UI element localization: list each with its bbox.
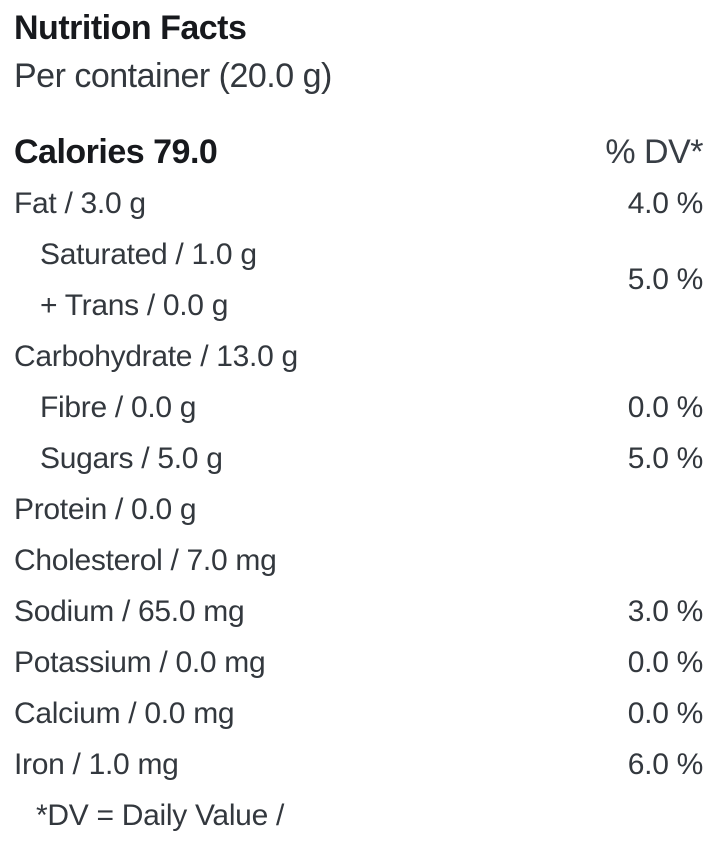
- nutrient-dv-saturated-trans: 5.0 %: [627, 263, 704, 296]
- nutrient-label-trans: + Trans / 0.0 g: [40, 289, 229, 322]
- nutrient-row-cholesterol: Cholesterol / 7.0 mg: [14, 535, 703, 586]
- nutrient-label: Cholesterol / 7.0 mg: [14, 543, 277, 577]
- nutrient-dv: 0.0 %: [627, 645, 704, 679]
- nutrient-dv: 3.0 %: [627, 594, 704, 628]
- nutrient-label: Sodium / 65.0 mg: [14, 594, 245, 628]
- nutrient-row-potassium: Potassium / 0.0 mg 0.0 %: [14, 637, 703, 688]
- calories-value: Calories 79.0: [14, 133, 218, 171]
- nutrient-label: Fat / 3.0 g: [14, 186, 146, 220]
- nutrient-row-carbohydrate: Carbohydrate / 13.0 g: [14, 331, 703, 382]
- nutrient-dv: 5.0 %: [627, 441, 704, 475]
- nutrient-dv: 6.0 %: [627, 747, 704, 781]
- nutrient-label: Iron / 1.0 mg: [14, 747, 179, 781]
- nutrient-group-saturated-trans: Saturated / 1.0 g + Trans / 0.0 g 5.0 %: [14, 229, 703, 331]
- nutrient-label: Potassium / 0.0 mg: [14, 645, 266, 679]
- dv-column-header: % DV*: [605, 133, 703, 171]
- dv-footnote: *DV = Daily Value /: [36, 799, 285, 832]
- header-spacer: [14, 104, 703, 127]
- nutrient-dv: 4.0 %: [627, 186, 704, 220]
- nutrient-label: Calcium / 0.0 mg: [14, 696, 235, 730]
- nutrient-group-labels: Saturated / 1.0 g + Trans / 0.0 g: [14, 229, 257, 331]
- nutrient-label: Carbohydrate / 13.0 g: [14, 339, 298, 373]
- nutrient-row-calcium: Calcium / 0.0 mg 0.0 %: [14, 688, 703, 739]
- nutrient-dv: 0.0 %: [627, 390, 704, 424]
- calories-header-row: Calories 79.0 % DV*: [14, 127, 703, 178]
- nutrient-label: Sugars / 5.0 g: [40, 441, 223, 475]
- nutrient-row-sugars: Sugars / 5.0 g 5.0 %: [14, 433, 703, 484]
- nutrient-row-protein: Protein / 0.0 g: [14, 484, 703, 535]
- serving-size-text: Per container (20.0 g): [14, 57, 332, 95]
- nutrient-row-fibre: Fibre / 0.0 g 0.0 %: [14, 382, 703, 433]
- nutrition-facts-title: Nutrition Facts: [14, 9, 247, 47]
- nutrient-row-iron: Iron / 1.0 mg 6.0 %: [14, 739, 703, 790]
- nutrient-label: Fibre / 0.0 g: [40, 390, 197, 424]
- nutrient-row-sodium: Sodium / 65.0 mg 3.0 %: [14, 586, 703, 637]
- nutrient-row-fat: Fat / 3.0 g 4.0 %: [14, 178, 703, 229]
- nutrient-label: Protein / 0.0 g: [14, 492, 197, 526]
- nutrient-dv: 0.0 %: [627, 696, 704, 730]
- nutrient-label-saturated: Saturated / 1.0 g: [40, 238, 257, 271]
